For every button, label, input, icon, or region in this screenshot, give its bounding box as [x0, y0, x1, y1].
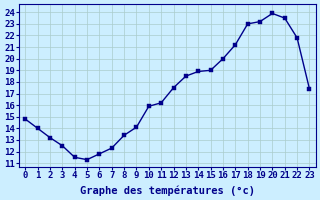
X-axis label: Graphe des températures (°c): Graphe des températures (°c) [80, 185, 255, 196]
